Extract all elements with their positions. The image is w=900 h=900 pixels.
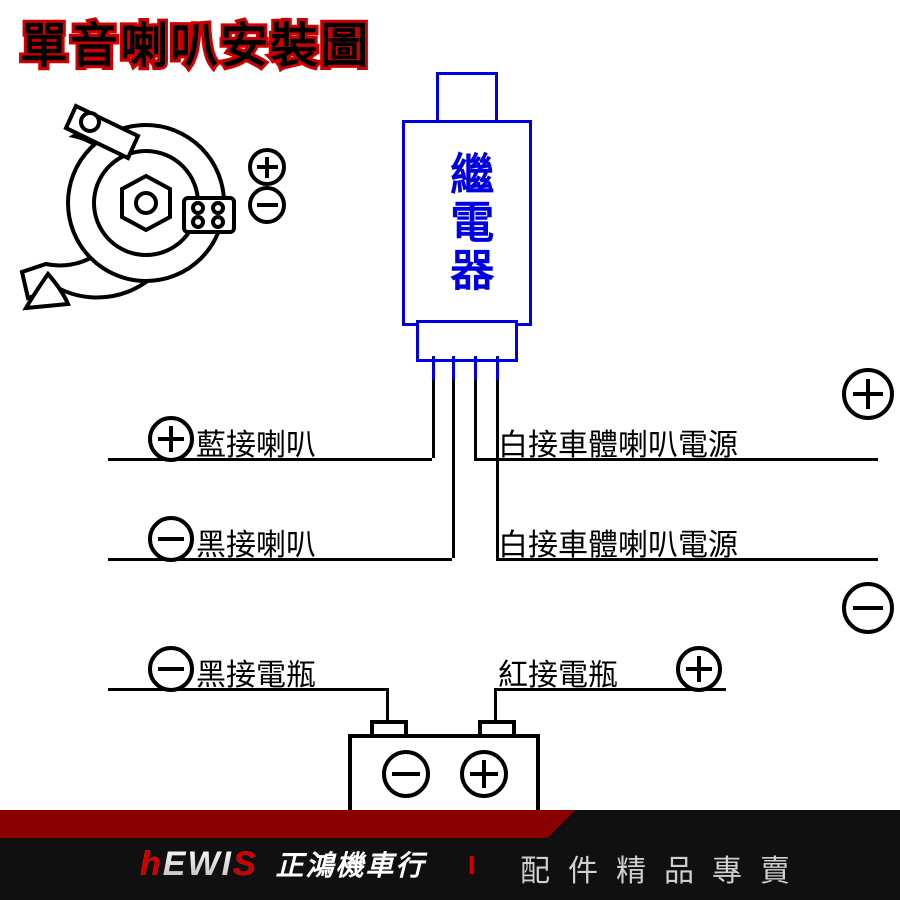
footer-bar: hEWIS 正鴻機車行 I 配件精品專賣 [0,810,900,900]
label-white-body-power-1: 白接車體喇叭電源 [498,420,738,464]
relay-pin [432,356,435,380]
relay-pin [474,356,477,380]
lewis-logo: hEWIS [140,845,258,883]
page-title: 單音喇叭安裝圖 單音喇叭安裝圖 [20,6,370,76]
label-white-body-power-2: 白接車體喇叭電源 [498,520,738,564]
horn-minus-icon [248,186,286,224]
label-black-to-battery: 黑接電瓶 [196,650,316,694]
label-blue-to-horn: 藍接喇叭 [196,420,316,464]
relay-pin [496,356,499,380]
plus-icon [148,416,194,462]
minus-icon [148,516,194,562]
plus-icon [842,368,894,420]
label-red-to-battery: 紅接電瓶 [498,650,618,694]
footer-brand: hEWIS 正鴻機車行 [140,844,425,884]
battery-minus-icon [382,750,430,798]
relay-body: 繼電器 [402,120,532,326]
footer-accent [0,810,900,838]
footer-separator: I [468,850,475,881]
horn-plus-icon [248,148,286,186]
title-fill: 單音喇叭安裝圖 [20,20,370,73]
wire [432,380,435,458]
wire [474,380,477,458]
relay-label: 繼電器 [443,151,491,295]
footer-right-text: 配件精品專賣 [520,846,808,890]
relay-pin [452,356,455,380]
relay-cap [436,72,498,126]
minus-icon [842,582,894,634]
battery-plus-icon [460,750,508,798]
battery-box [348,734,540,818]
brand-cn: 正鴻機車行 [275,850,425,881]
wire [452,380,455,558]
minus-icon [148,646,194,692]
plus-icon [676,646,722,692]
label-black-to-horn: 黑接喇叭 [196,520,316,564]
